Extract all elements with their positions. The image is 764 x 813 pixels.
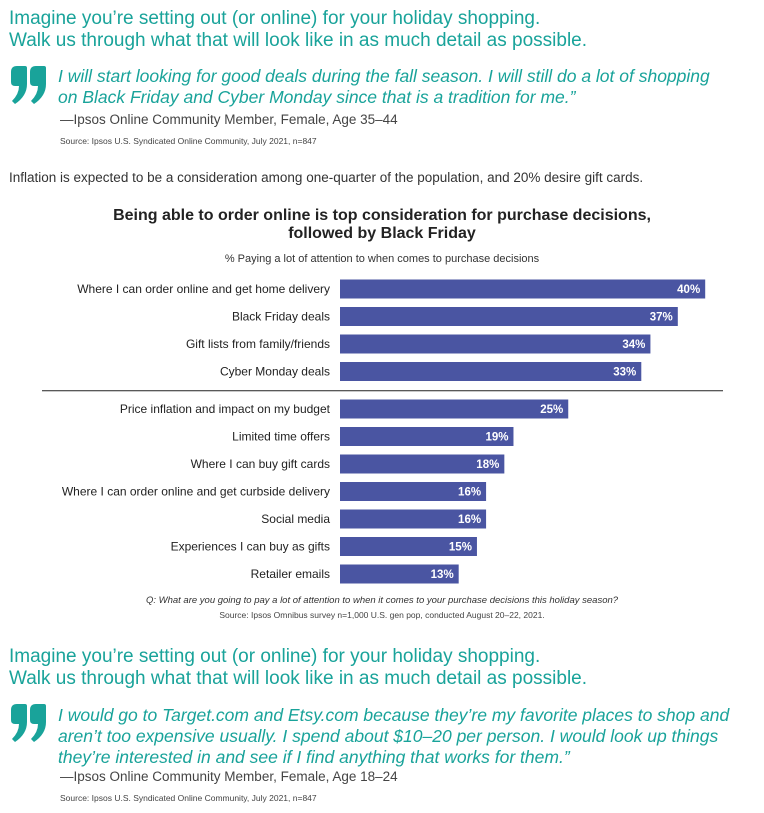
section1-source: Source: Ipsos U.S. Syndicated Online Com… <box>60 136 317 146</box>
bar <box>340 399 569 419</box>
bar <box>340 279 706 299</box>
intro-text: Inflation is expected to be a considerat… <box>9 170 644 185</box>
category-label: Price inflation and impact on my budget <box>120 402 331 416</box>
section2-quote-line1: I would go to Target.com and Etsy.com be… <box>58 705 730 725</box>
section2-quote-line2: aren’t too expensive usually. I spend ab… <box>58 726 719 746</box>
value-label: 15% <box>449 542 472 554</box>
value-label: 37% <box>650 312 673 324</box>
category-label: Experiences I can buy as gifts <box>171 540 330 554</box>
category-label: Where I can order online and get home de… <box>77 282 330 296</box>
value-label: 34% <box>622 339 645 351</box>
section1-quote-line1: I will start looking for good deals duri… <box>58 66 710 86</box>
bar <box>340 427 514 446</box>
value-label: 25% <box>540 404 563 416</box>
section2-heading-line1: Imagine you’re setting out (or online) f… <box>9 646 541 667</box>
value-label: 13% <box>431 569 454 581</box>
value-label: 19% <box>485 432 508 444</box>
category-label: Social media <box>261 512 330 526</box>
bar <box>340 307 678 326</box>
chart-title-line2: followed by Black Friday <box>288 225 476 242</box>
chart-title-line1: Being able to order online is top consid… <box>113 207 651 224</box>
category-label: Gift lists from family/friends <box>186 337 330 351</box>
bar <box>340 482 487 501</box>
bar <box>340 454 505 474</box>
value-label: 18% <box>476 459 499 471</box>
category-label: Cyber Monday deals <box>220 365 330 379</box>
section1-heading-line2: Walk us through what that will look like… <box>9 30 588 51</box>
section1-quote-line2: on Black Friday and Cyber Monday since t… <box>58 87 576 107</box>
category-label: Where I can buy gift cards <box>191 457 330 471</box>
bar <box>340 537 477 556</box>
quote-mark-icon <box>11 66 46 104</box>
bar <box>340 564 459 584</box>
category-label: Retailer emails <box>251 567 330 581</box>
chart-question: Q: What are you going to pay a lot of at… <box>145 595 619 606</box>
section2-source: Source: Ipsos U.S. Syndicated Online Com… <box>60 793 317 803</box>
value-label: 16% <box>458 487 481 499</box>
section1-attribution: —Ipsos Online Community Member, Female, … <box>60 112 398 127</box>
category-label: Where I can order online and get curbsid… <box>62 485 330 499</box>
category-label: Black Friday deals <box>232 310 330 324</box>
section2-heading-line2: Walk us through what that will look like… <box>9 668 588 689</box>
value-label: 40% <box>677 284 700 296</box>
bar <box>340 362 642 381</box>
value-label: 33% <box>613 367 636 379</box>
section2-heading: Imagine you’re setting out (or online) f… <box>9 646 587 690</box>
value-label: 16% <box>458 514 481 526</box>
quote-mark-icon <box>11 704 46 742</box>
section1-heading-line1: Imagine you’re setting out (or online) f… <box>9 8 541 29</box>
section1-quote: I will start looking for good deals duri… <box>58 66 758 108</box>
section2-quote-line3: they’re interested in and see if I find … <box>58 747 570 767</box>
bar <box>340 334 651 354</box>
bar <box>340 509 487 529</box>
bar-chart: Where I can order online and get home de… <box>42 279 723 584</box>
chart-title: Being able to order online is top consid… <box>0 207 764 243</box>
chart-source: Source: Ipsos Omnibus survey n=1,000 U.S… <box>219 610 545 620</box>
category-label: Limited time offers <box>232 430 330 444</box>
section1-heading: Imagine you’re setting out (or online) f… <box>9 8 587 52</box>
chart-subtitle: % Paying a lot of attention to when come… <box>224 253 540 265</box>
section2-quote: I would go to Target.com and Etsy.com be… <box>58 705 758 768</box>
section2-attribution: —Ipsos Online Community Member, Female, … <box>60 769 398 784</box>
